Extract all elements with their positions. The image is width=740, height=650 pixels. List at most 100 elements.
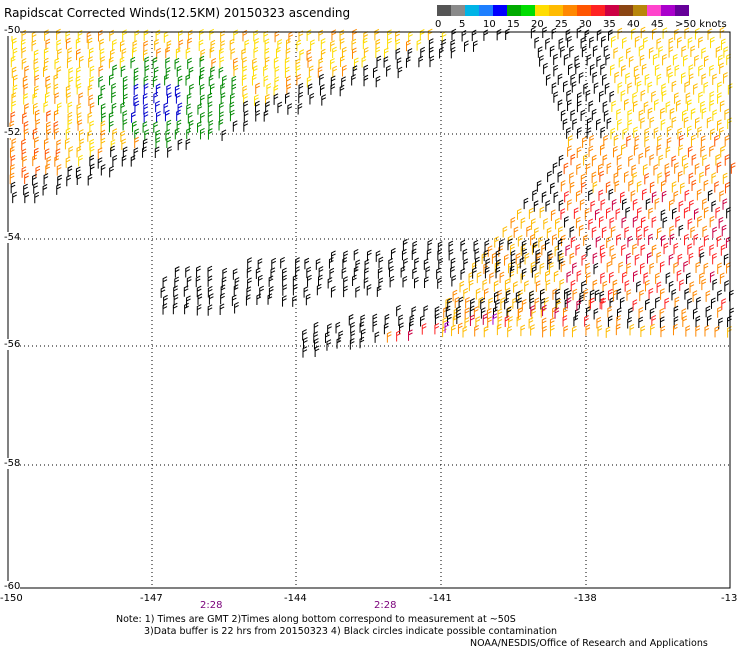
- wind-barb: [592, 71, 598, 84]
- wind-barb: [444, 321, 450, 333]
- wind-barb: [437, 277, 442, 289]
- wind-barb: [656, 73, 662, 86]
- wind-barb: [100, 129, 106, 142]
- wind-barb: [694, 163, 700, 175]
- wind-barb: [448, 248, 454, 261]
- wind-barb: [627, 317, 632, 329]
- wind-barb: [46, 83, 51, 95]
- wind-barb: [468, 279, 474, 292]
- wind-barb: [654, 64, 660, 76]
- wind-barb: [671, 80, 677, 93]
- map-frame: [7, 31, 731, 589]
- wind-barb: [173, 294, 179, 306]
- wind-barb: [696, 296, 701, 309]
- wind-barb: [581, 280, 586, 293]
- wind-barb: [652, 53, 658, 66]
- wind-barb: [648, 47, 654, 59]
- wind-barb: [207, 275, 213, 287]
- wind-barb: [583, 288, 589, 301]
- wind-barb: [222, 75, 227, 87]
- wind-barb: [23, 93, 28, 105]
- wind-barb: [656, 144, 662, 156]
- wind-barb: [412, 240, 418, 253]
- wind-barb: [694, 117, 700, 129]
- wind-barb: [559, 278, 565, 291]
- wind-barb: [133, 94, 139, 106]
- wind-barb: [231, 83, 237, 96]
- wind-barb: [482, 279, 488, 291]
- wind-barb: [185, 138, 191, 150]
- wind-barb: [687, 145, 693, 158]
- wind-barb: [257, 258, 263, 270]
- wind-barb: [153, 66, 159, 79]
- wind-barb: [325, 331, 330, 343]
- wind-barb: [403, 257, 408, 270]
- wind-barb: [109, 165, 114, 178]
- wind-barb: [88, 94, 94, 106]
- wind-barb: [97, 93, 103, 106]
- wind-barb: [229, 38, 235, 51]
- wind-barb: [243, 93, 248, 105]
- wind-barb: [329, 267, 335, 280]
- wind-barb: [574, 55, 580, 67]
- wind-barb: [186, 127, 191, 140]
- wind-barb: [661, 234, 666, 247]
- wind-barb: [132, 46, 137, 59]
- wind-barb: [164, 109, 170, 122]
- colorbar-swatch: [633, 5, 647, 16]
- wind-barb: [534, 272, 540, 284]
- wind-barb: [208, 293, 214, 305]
- wind-barb: [183, 285, 189, 297]
- wind-barb: [133, 74, 139, 87]
- wind-barb: [591, 154, 597, 167]
- wind-barb: [624, 226, 630, 238]
- wind-barb: [295, 257, 300, 269]
- wind-barb: [492, 313, 498, 325]
- wind-barb: [724, 108, 730, 121]
- wind-barb: [649, 116, 655, 129]
- wind-barb: [427, 28, 433, 41]
- wind-barb: [690, 134, 696, 147]
- wind-barb: [231, 294, 237, 307]
- wind-barb: [35, 165, 41, 178]
- wind-barb: [592, 279, 598, 291]
- wind-barb: [505, 28, 510, 41]
- wind-barb: [76, 48, 81, 61]
- wind-barb: [596, 118, 601, 131]
- wind-barb: [649, 262, 655, 275]
- wind-barb: [321, 94, 327, 106]
- wind-barb: [588, 100, 594, 112]
- wind-barb: [230, 92, 235, 105]
- wind-barb: [207, 265, 213, 278]
- wind-barb: [699, 171, 704, 184]
- wind-barb: [696, 188, 702, 201]
- wind-barb: [43, 138, 49, 150]
- wind-barb: [400, 266, 406, 278]
- wind-barb: [131, 111, 136, 123]
- wind-barb: [210, 39, 216, 52]
- wind-barb: [711, 200, 717, 212]
- wind-barb: [274, 30, 280, 43]
- colorbar-swatch: [437, 5, 451, 16]
- wind-barb: [570, 236, 576, 248]
- wind-barb: [282, 284, 288, 296]
- wind-barb: [21, 166, 27, 178]
- wind-barb: [24, 172, 29, 185]
- wind-barb: [564, 288, 569, 300]
- wind-barb: [655, 296, 660, 309]
- wind-barb: [520, 217, 526, 229]
- wind-barb: [607, 288, 613, 301]
- wind-barb: [565, 29, 571, 41]
- wind-barb: [259, 285, 264, 298]
- wind-barb: [273, 84, 279, 97]
- wind-barb: [655, 272, 660, 284]
- wind-barb: [658, 154, 664, 167]
- wind-barb: [683, 54, 688, 67]
- wind-barb: [676, 269, 682, 282]
- wind-barb: [632, 100, 638, 113]
- wind-barb: [447, 297, 452, 310]
- wind-barb: [282, 274, 287, 287]
- wind-barb: [265, 94, 270, 106]
- wind-barb: [282, 267, 287, 280]
- wind-barb: [100, 84, 106, 97]
